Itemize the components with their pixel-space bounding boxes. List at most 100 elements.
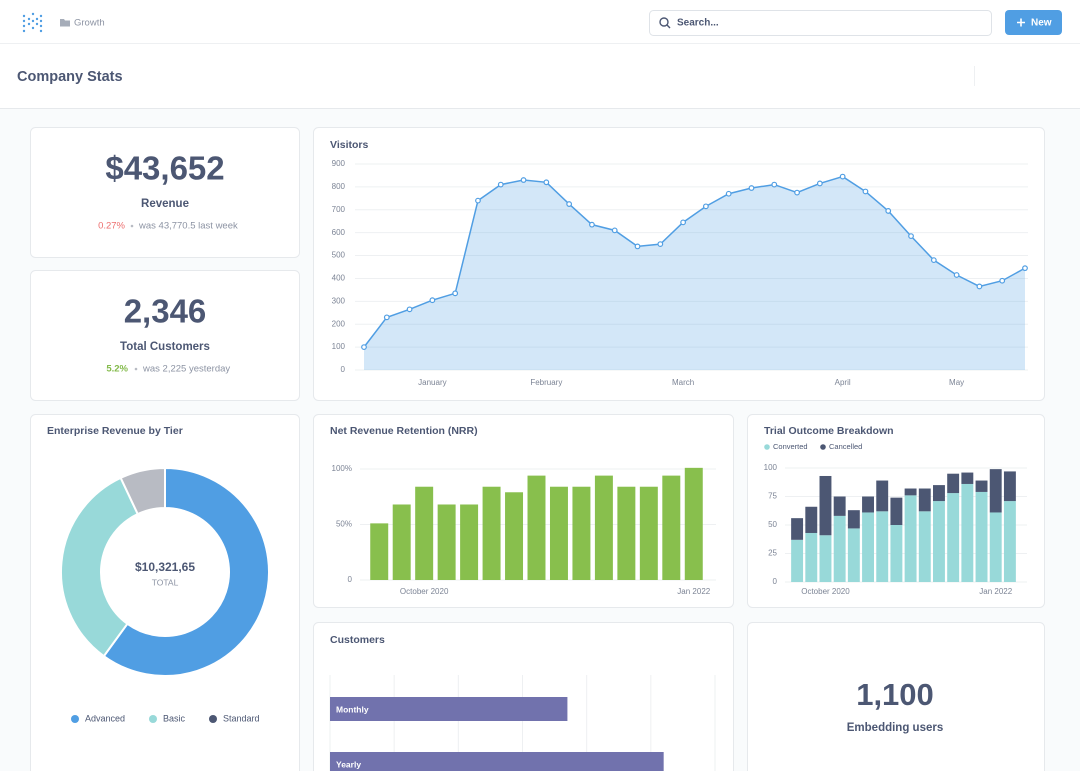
separator xyxy=(130,224,134,228)
bar xyxy=(617,486,636,580)
card-title: Visitors xyxy=(330,139,368,151)
y-tick-label: 900 xyxy=(332,159,346,168)
legend-dot xyxy=(149,715,157,723)
y-tick-label: 600 xyxy=(332,228,346,237)
bar-segment xyxy=(890,497,903,525)
change: 0.27% xyxy=(98,221,125,232)
legend-label: Standard xyxy=(223,713,260,723)
scalar-label: Revenue xyxy=(141,198,189,210)
bar-segment xyxy=(819,475,832,536)
bar-segment xyxy=(904,495,917,582)
separator xyxy=(134,367,138,371)
bar xyxy=(572,486,591,580)
legend-dot xyxy=(209,715,217,723)
point xyxy=(999,277,1006,284)
y-tick-label: 800 xyxy=(332,182,346,191)
x-tick-label: Jan 2022 xyxy=(677,587,710,596)
comparison: was 43,770.5 last week xyxy=(138,221,238,232)
point xyxy=(611,227,618,234)
bar-segment xyxy=(847,528,860,582)
bar xyxy=(639,486,658,580)
y-tick-label: 500 xyxy=(332,251,346,260)
donut-slice xyxy=(102,466,270,677)
point xyxy=(908,233,914,240)
bar xyxy=(505,492,524,580)
point xyxy=(839,173,846,180)
card xyxy=(30,127,300,258)
bar xyxy=(415,486,434,580)
point xyxy=(497,181,504,188)
new-button-label: New xyxy=(1031,18,1052,29)
card-title: Net Revenue Retention (NRR) xyxy=(330,425,478,437)
scalar-label: Total Customers xyxy=(120,341,210,353)
legend-label: Basic xyxy=(163,713,186,723)
bar-segment xyxy=(904,488,917,496)
donut-total-label: TOTAL xyxy=(152,577,179,587)
change: 5.2% xyxy=(106,364,128,375)
card xyxy=(30,270,300,401)
logo[interactable] xyxy=(22,12,43,33)
point xyxy=(1022,265,1028,272)
y-tick-label: 50 xyxy=(768,520,777,529)
search-box[interactable] xyxy=(649,10,992,36)
bar-segment xyxy=(805,532,818,582)
y-tick-label: 200 xyxy=(332,319,346,328)
bar-segment xyxy=(918,488,931,512)
point xyxy=(543,179,550,186)
point xyxy=(406,306,413,313)
bar xyxy=(527,475,546,580)
x-tick-label: October 2020 xyxy=(400,587,449,596)
bar xyxy=(370,523,389,580)
y-tick-label: 100% xyxy=(332,464,352,473)
scalar-value: 1,100 xyxy=(856,677,934,712)
bar-segment xyxy=(1003,501,1016,582)
y-tick-label: 0 xyxy=(348,575,353,584)
point xyxy=(634,243,641,250)
bar-segment xyxy=(862,496,874,513)
y-tick-label: 400 xyxy=(332,274,346,283)
legend-label: Advanced xyxy=(85,713,125,723)
point xyxy=(429,297,436,304)
scalar-value: $43,652 xyxy=(105,150,224,187)
point xyxy=(589,221,595,228)
y-tick-label: 0 xyxy=(341,365,346,374)
bar-segment xyxy=(805,506,818,533)
y-tick-label: 50% xyxy=(336,520,352,529)
bar-segment xyxy=(876,511,889,582)
bar xyxy=(684,467,703,580)
legend-dot xyxy=(71,715,79,723)
point xyxy=(725,190,732,197)
new-button[interactable] xyxy=(1005,10,1062,35)
y-tick-label: 25 xyxy=(768,549,777,558)
donut-total: $10,321,65 xyxy=(135,560,195,574)
bar-segment xyxy=(862,512,874,582)
breadcrumb[interactable]: Growth xyxy=(74,18,105,29)
point xyxy=(794,189,800,196)
point xyxy=(862,188,869,195)
donut-slice xyxy=(60,476,140,658)
point xyxy=(680,219,687,226)
point xyxy=(885,208,892,214)
y-tick-label: 700 xyxy=(332,205,346,214)
search-icon xyxy=(666,24,671,29)
area xyxy=(364,176,1025,370)
bar-segment xyxy=(833,515,846,582)
x-tick-label: May xyxy=(949,378,964,387)
point xyxy=(976,283,983,290)
bar xyxy=(330,752,664,771)
bar-segment xyxy=(791,518,804,540)
scalar-label: Embedding users xyxy=(847,722,944,734)
y-tick-label: 100 xyxy=(332,342,346,351)
folder-icon xyxy=(60,19,70,27)
y-tick-label: 0 xyxy=(773,577,778,586)
point xyxy=(702,203,709,210)
bar-segment xyxy=(847,510,860,529)
bar xyxy=(460,504,479,580)
bar-segment xyxy=(933,501,945,582)
x-tick-label: March xyxy=(672,378,694,387)
bar-segment xyxy=(933,485,945,502)
bar-label: Monthly xyxy=(336,704,369,714)
bar-segment xyxy=(947,493,960,582)
bar-segment xyxy=(961,483,974,582)
legend-label: Converted xyxy=(773,442,808,451)
